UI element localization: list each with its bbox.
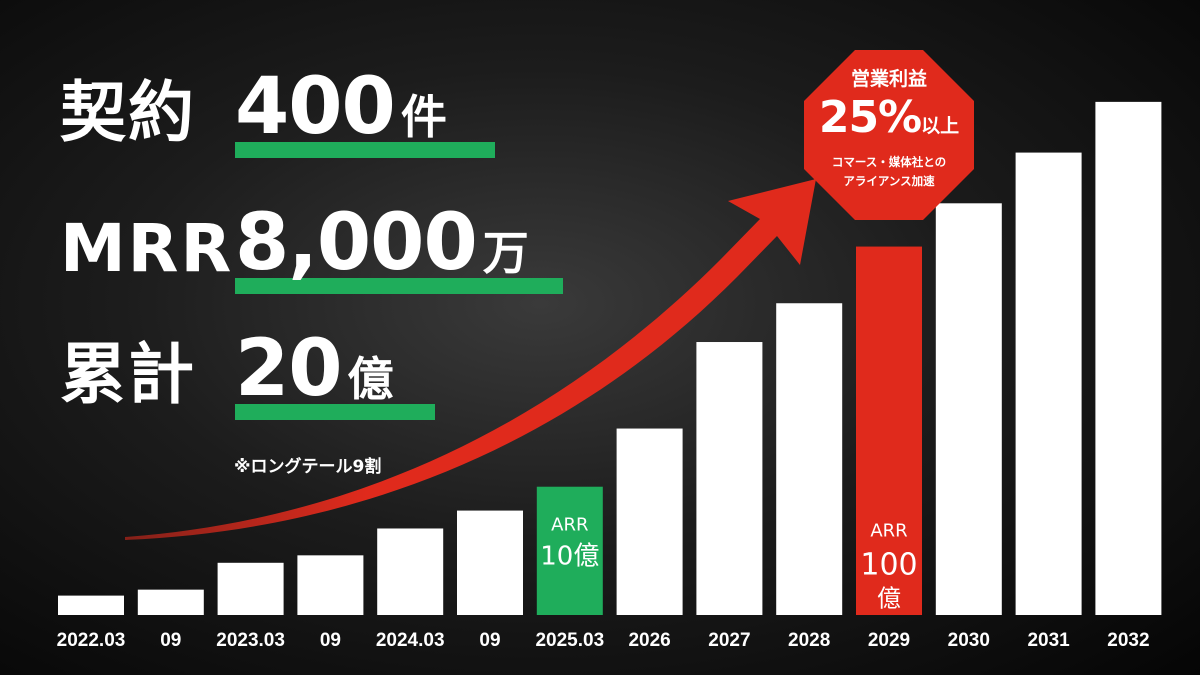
- profit-callout: 営業利益 25%以上 コマース・媒体社との アライアンス加速: [804, 50, 974, 220]
- kpi-label: MRR: [60, 210, 234, 287]
- x-tick-label: 2025.03: [535, 630, 604, 651]
- kpi-unit: 件: [400, 90, 447, 144]
- callout-suffix: 以上: [921, 115, 960, 137]
- kpi-cumulative: 累計 20 億: [60, 330, 435, 420]
- x-tick-label: 2028: [788, 630, 830, 651]
- kpi-underline: [235, 142, 495, 158]
- bar-2029: [856, 246, 922, 615]
- x-tick-label: 2032: [1107, 630, 1149, 651]
- x-tick-label: 09: [479, 630, 500, 651]
- bar-2027: [696, 342, 763, 615]
- bar-09: [137, 589, 204, 615]
- kpi-unit: 億: [347, 352, 394, 406]
- x-tick-label: 2024.03: [376, 630, 445, 651]
- bar-annotation: 億: [877, 585, 901, 613]
- x-tick-label: 09: [320, 630, 341, 651]
- kpi-label: 契約: [60, 74, 196, 151]
- x-tick-label: 2023.03: [216, 630, 285, 651]
- callout-line-1: コマース・媒体社との: [831, 155, 947, 169]
- bar-2025.03: [536, 486, 603, 615]
- bar-2022.03: [58, 595, 124, 615]
- kpi-value: 400: [235, 62, 396, 152]
- callout-value: 25%: [818, 92, 922, 143]
- kpi-unit: 万: [482, 226, 529, 280]
- bar-09: [297, 555, 364, 615]
- x-tick-label: 2029: [868, 630, 910, 651]
- callout-line-2: アライアンス加速: [843, 174, 935, 188]
- kpi-underline: [235, 278, 563, 294]
- kpi-contracts: 契約 400 件: [60, 68, 495, 158]
- bar-2030: [935, 203, 1002, 616]
- bar-annotation: ARR: [551, 515, 588, 536]
- x-tick-label: 2026: [628, 630, 670, 651]
- footnote: ※ロングテール9割: [234, 457, 382, 477]
- x-tick-label: 2031: [1027, 630, 1070, 651]
- kpi-underline: [235, 404, 435, 420]
- kpi-label: 累計: [60, 336, 196, 413]
- x-axis-labels: 2022.03 09 2023.03 09 2024.03 09 2025.03 2026 20…: [57, 630, 1150, 651]
- kpi-mrr: MRR 8,000 万: [60, 204, 563, 294]
- x-tick-label: 2030: [948, 630, 990, 651]
- x-tick-label: 2022.03: [57, 630, 126, 651]
- kpi-value: 20: [235, 324, 343, 414]
- bar-annotation: 10億: [540, 542, 599, 572]
- bar-2031: [1015, 152, 1082, 616]
- bar-annotation: 100: [860, 548, 917, 583]
- x-tick-label: 09: [160, 630, 181, 651]
- bar-2024.03: [377, 528, 444, 615]
- callout-title: 営業利益: [850, 68, 927, 90]
- bar-annotation: ARR: [870, 521, 907, 542]
- x-tick-label: 2027: [708, 630, 750, 651]
- bar-09: [457, 510, 523, 615]
- bar-2026: [616, 428, 683, 615]
- bar-2032: [1095, 101, 1162, 615]
- kpi-value: 8,000: [235, 198, 478, 288]
- bar-2023.03: [217, 562, 284, 615]
- bar-2028: [776, 303, 843, 615]
